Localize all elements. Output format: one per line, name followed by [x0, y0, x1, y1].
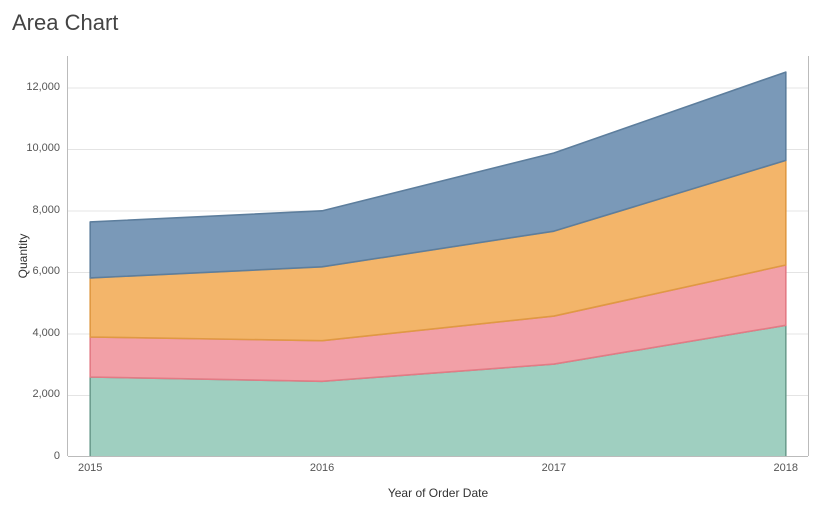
right-border-rule [808, 56, 809, 456]
y-tick-label: 8,000 [0, 204, 60, 216]
x-axis-rule [68, 456, 808, 457]
x-tick-label: 2018 [774, 462, 798, 474]
x-axis-label: Year of Order Date [68, 486, 808, 500]
chart-area-container: Area Chart 0 2,000 4,000 6,000 8,000 10,000 12… [0, 0, 826, 520]
plot-svg [68, 57, 808, 457]
chart-title: Area Chart [12, 10, 118, 36]
plot-area [68, 56, 808, 456]
y-tick-label: 6,000 [0, 265, 60, 277]
y-tick-label: 10,000 [0, 142, 60, 154]
y-tick-label: 2,000 [0, 388, 60, 400]
y-tick-label: 0 [0, 450, 60, 462]
y-tick-label: 12,000 [0, 81, 60, 93]
y-tick-label: 4,000 [0, 327, 60, 339]
x-tick-label: 2016 [310, 462, 334, 474]
x-tick-label: 2017 [542, 462, 566, 474]
y-axis-label: Quantity [16, 226, 30, 286]
x-tick-label: 2015 [78, 462, 102, 474]
y-axis-rule [67, 56, 68, 456]
